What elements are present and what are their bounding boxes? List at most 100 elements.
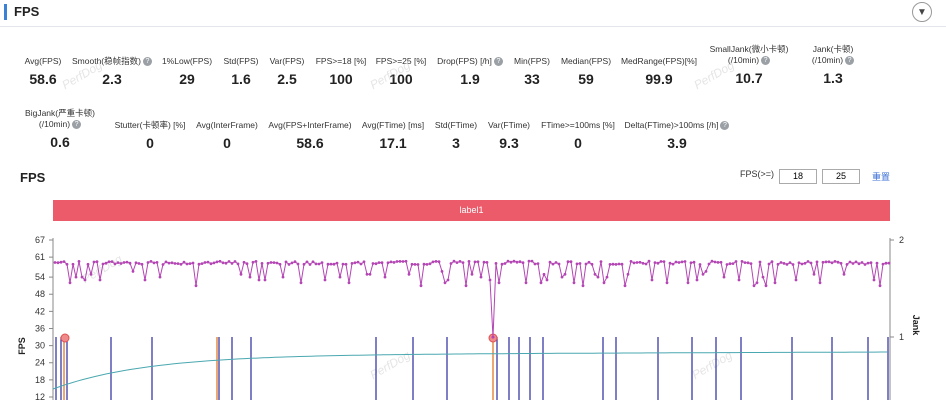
- fps-point: [665, 281, 669, 285]
- stat-label: Jank(卡顿): [812, 44, 854, 54]
- stat-label: Std(FTime): [434, 120, 478, 130]
- help-icon[interactable]: ?: [493, 57, 503, 67]
- fps-point: [791, 263, 795, 266]
- y-tick-label: 24: [35, 358, 45, 368]
- fps-point: [491, 335, 495, 339]
- fps-point: [506, 259, 510, 263]
- fps-point: [404, 259, 408, 263]
- fps-point: [812, 272, 816, 276]
- fps-point: [803, 261, 807, 265]
- stat-label: Delta(FTime)>100ms [/h]: [624, 120, 719, 130]
- fps-point: [56, 261, 60, 265]
- fps-point: [671, 262, 675, 266]
- help-icon[interactable]: ?: [72, 120, 82, 130]
- y-tick-label: 42: [35, 306, 45, 316]
- fps-point: [209, 262, 213, 266]
- fps-threshold-input-2[interactable]: [822, 169, 860, 184]
- fps-point: [272, 261, 276, 264]
- fps-point: [386, 261, 390, 265]
- fps-point: [875, 261, 879, 265]
- fps-point: [377, 261, 381, 264]
- fps-point: [461, 261, 465, 264]
- stat-label: SmallJank(微小卡顿): [709, 44, 789, 54]
- fps-point: [632, 261, 636, 265]
- fps-point: [350, 262, 354, 265]
- fps-point: [518, 260, 522, 264]
- fps-point: [578, 262, 582, 265]
- fps-point: [260, 262, 264, 265]
- fps-line: [54, 260, 890, 338]
- fps-point: [356, 260, 360, 264]
- fps-point: [140, 262, 144, 266]
- stat-label: Drop(FPS) [/h]: [437, 56, 492, 66]
- fps-point: [677, 261, 681, 264]
- fps-point: [860, 261, 864, 264]
- stat-value: 2.3: [102, 71, 122, 87]
- stat-delta-ftime: Delta(FTime)>100ms [/h]? 3.9: [622, 120, 732, 151]
- fps-point: [602, 281, 606, 285]
- section-title: FPS: [14, 4, 40, 19]
- fps-point: [86, 262, 90, 266]
- fps-point: [314, 262, 318, 266]
- fps-point: [302, 262, 306, 266]
- fps-point: [221, 261, 225, 265]
- fps-point: [569, 260, 573, 264]
- fps-point: [197, 262, 201, 266]
- fps-point: [701, 272, 705, 276]
- y2-tick-label: 1: [899, 332, 904, 342]
- help-icon[interactable]: ?: [845, 56, 855, 66]
- stat-value: 3: [452, 135, 460, 151]
- stat-label: Min(FPS): [514, 56, 550, 66]
- fps-point: [113, 262, 117, 266]
- fps-point: [416, 263, 420, 266]
- fps-point: [371, 262, 375, 265]
- fps-point: [557, 262, 561, 266]
- fps-point: [164, 260, 168, 264]
- help-icon[interactable]: ?: [720, 121, 730, 131]
- fps-point: [239, 272, 243, 276]
- fps-point: [512, 259, 516, 263]
- y2-axis-label: Jank: [911, 315, 921, 337]
- stat-value: 58.6: [29, 71, 57, 87]
- help-icon[interactable]: ?: [142, 57, 152, 67]
- fps-point: [548, 260, 552, 264]
- fps-point: [179, 262, 183, 266]
- fps-point: [707, 262, 711, 266]
- fps-point: [464, 284, 468, 288]
- stat-std-fps: Std(FPS) 1.6: [218, 56, 264, 87]
- stat-label: 1%Low(FPS): [161, 56, 213, 66]
- fps-point: [53, 261, 57, 264]
- fps-point: [173, 262, 177, 265]
- fps-threshold-input-1[interactable]: [779, 169, 817, 184]
- fps-point: [866, 261, 870, 265]
- stat-label: Avg(FPS+InterFrame): [268, 120, 352, 130]
- stat-median-fps: Median(FPS) 59: [558, 56, 614, 87]
- fps-point: [689, 261, 693, 265]
- fps-point: [533, 262, 537, 266]
- stat-fps-ge25: FPS>=25 [%] 100: [372, 56, 430, 87]
- fps-point: [158, 275, 162, 279]
- fps-point: [746, 261, 750, 265]
- accent-bar: [4, 4, 7, 20]
- fps-point: [482, 260, 486, 264]
- fps-chart: 67 61 54 48 42 36 30 24 18 12 2 1 FPS Jank: [17, 235, 921, 400]
- fps-point: [161, 263, 165, 266]
- chevron-down-icon[interactable]: ▼: [912, 2, 932, 22]
- fps-point: [152, 261, 156, 265]
- label-band[interactable]: label1: [53, 200, 890, 221]
- stat-avg-interframe: Avg(InterFrame) 0: [192, 120, 262, 151]
- fps-point: [287, 263, 291, 266]
- help-icon[interactable]: ?: [761, 56, 771, 66]
- fps-point: [368, 272, 372, 276]
- fps-point: [794, 278, 798, 282]
- fps-point: [776, 262, 780, 266]
- fps-point: [278, 262, 282, 266]
- reset-link[interactable]: 重置: [872, 172, 891, 182]
- fps-point: [767, 262, 771, 266]
- stat-var-ftime: Var(FTime) 9.3: [484, 120, 534, 151]
- fps-point: [599, 260, 603, 263]
- fps-point: [401, 260, 405, 263]
- fps-point: [662, 260, 666, 263]
- stat-var-fps: Var(FPS) 2.5: [264, 56, 310, 87]
- fps-point: [716, 261, 720, 264]
